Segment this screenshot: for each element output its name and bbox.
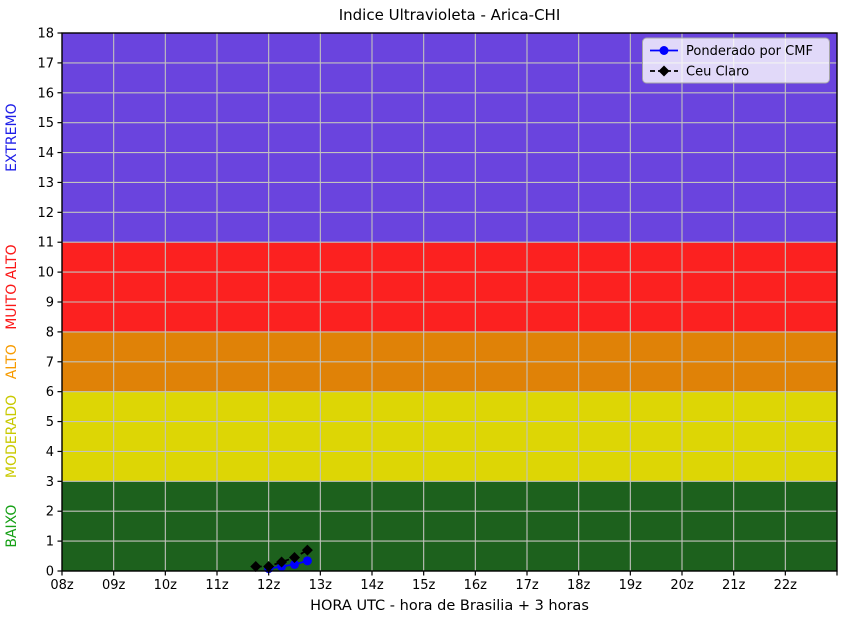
x-tick-label: 18z: [567, 578, 591, 593]
band-baixo: [62, 481, 837, 571]
y-tick-label: 0: [46, 565, 54, 580]
legend-label: Ponderado por CMF: [686, 44, 813, 59]
legend-box: [642, 37, 830, 84]
data-point-diamond: [263, 561, 275, 573]
x-tick-label: 12z: [257, 578, 281, 593]
data-point-circle: [290, 559, 299, 569]
y-tick-label: 10: [37, 266, 54, 281]
legend-marker-diamond: [658, 65, 670, 77]
x-tick-label: 16z: [464, 578, 488, 593]
series-line: [268, 559, 308, 570]
band-label-muito-alto: MUITO ALTO: [4, 244, 20, 330]
x-tick-label: 08z: [50, 578, 74, 593]
y-tick-label: 2: [46, 505, 54, 520]
y-tick-label: 3: [46, 475, 54, 490]
data-point-diamond: [250, 561, 262, 573]
y-tick-label: 12: [37, 206, 54, 221]
y-tick-label: 18: [37, 27, 54, 42]
data-point-diamond: [301, 544, 313, 556]
x-tick-label: 10z: [154, 578, 178, 593]
x-tick-label: 13z: [309, 578, 333, 593]
x-tick-label: 20z: [670, 578, 694, 593]
band-muito-alto: [62, 242, 837, 332]
x-tick-label: 11z: [205, 578, 229, 593]
x-tick-label: 21z: [722, 578, 746, 593]
data-point-diamond: [276, 556, 288, 568]
data-point-circle: [302, 556, 312, 566]
band-label-alto: ALTO: [4, 344, 20, 379]
legend-marker-circle: [659, 46, 669, 55]
y-tick-label: 4: [46, 445, 54, 460]
x-tick-label: 19z: [619, 578, 643, 593]
legend-entry-ceu-claro: Ceu Claro: [650, 65, 749, 80]
x-tick-label: 17z: [515, 578, 539, 593]
y-tick-label: 13: [37, 176, 54, 191]
y-tick-label: 17: [37, 56, 54, 71]
legend-label: Ceu Claro: [686, 65, 749, 80]
x-tick-label: 14z: [360, 578, 384, 593]
y-tick-label: 15: [37, 116, 54, 131]
y-tick-label: 9: [46, 296, 54, 311]
y-tick-label: 1: [46, 535, 54, 550]
y-tick-label: 6: [46, 385, 54, 400]
series-ceu-claro: [250, 544, 313, 573]
gridlines: [62, 33, 837, 571]
band-label-moderado: MODERADO: [4, 395, 20, 478]
data-point-diamond: [289, 552, 300, 564]
band-label-extremo: EXTREMO: [4, 103, 20, 171]
legend-entry-ponderado-por-cmf: Ponderado por CMF: [650, 44, 813, 59]
x-axis: 08z 09z 10z 11z 12z 13z 14z 15z 16z 17z 18z 19z 20z 2…: [50, 571, 838, 593]
x-axis-label: HORA UTC - hora de Brasilia + 3 horas: [310, 598, 589, 614]
band-label-baixo: BAIXO: [4, 505, 20, 548]
y-tick-label: 16: [37, 86, 54, 101]
x-tick-label: 15z: [412, 578, 436, 593]
band-moderado: [62, 391, 837, 482]
y-tick-label: 5: [46, 415, 54, 430]
legend: Ponderado por CMF Ceu Claro: [642, 37, 830, 84]
y-tick-label: 8: [46, 325, 54, 340]
y-tick-label: 7: [46, 355, 54, 370]
x-tick-label: 09z: [102, 578, 126, 593]
x-tick-label: 22z: [774, 578, 798, 593]
y-tick-label: 14: [37, 146, 54, 161]
chart-title: Indice Ultravioleta - Arica-CHI: [338, 6, 561, 24]
y-tick-label: 11: [37, 236, 54, 251]
